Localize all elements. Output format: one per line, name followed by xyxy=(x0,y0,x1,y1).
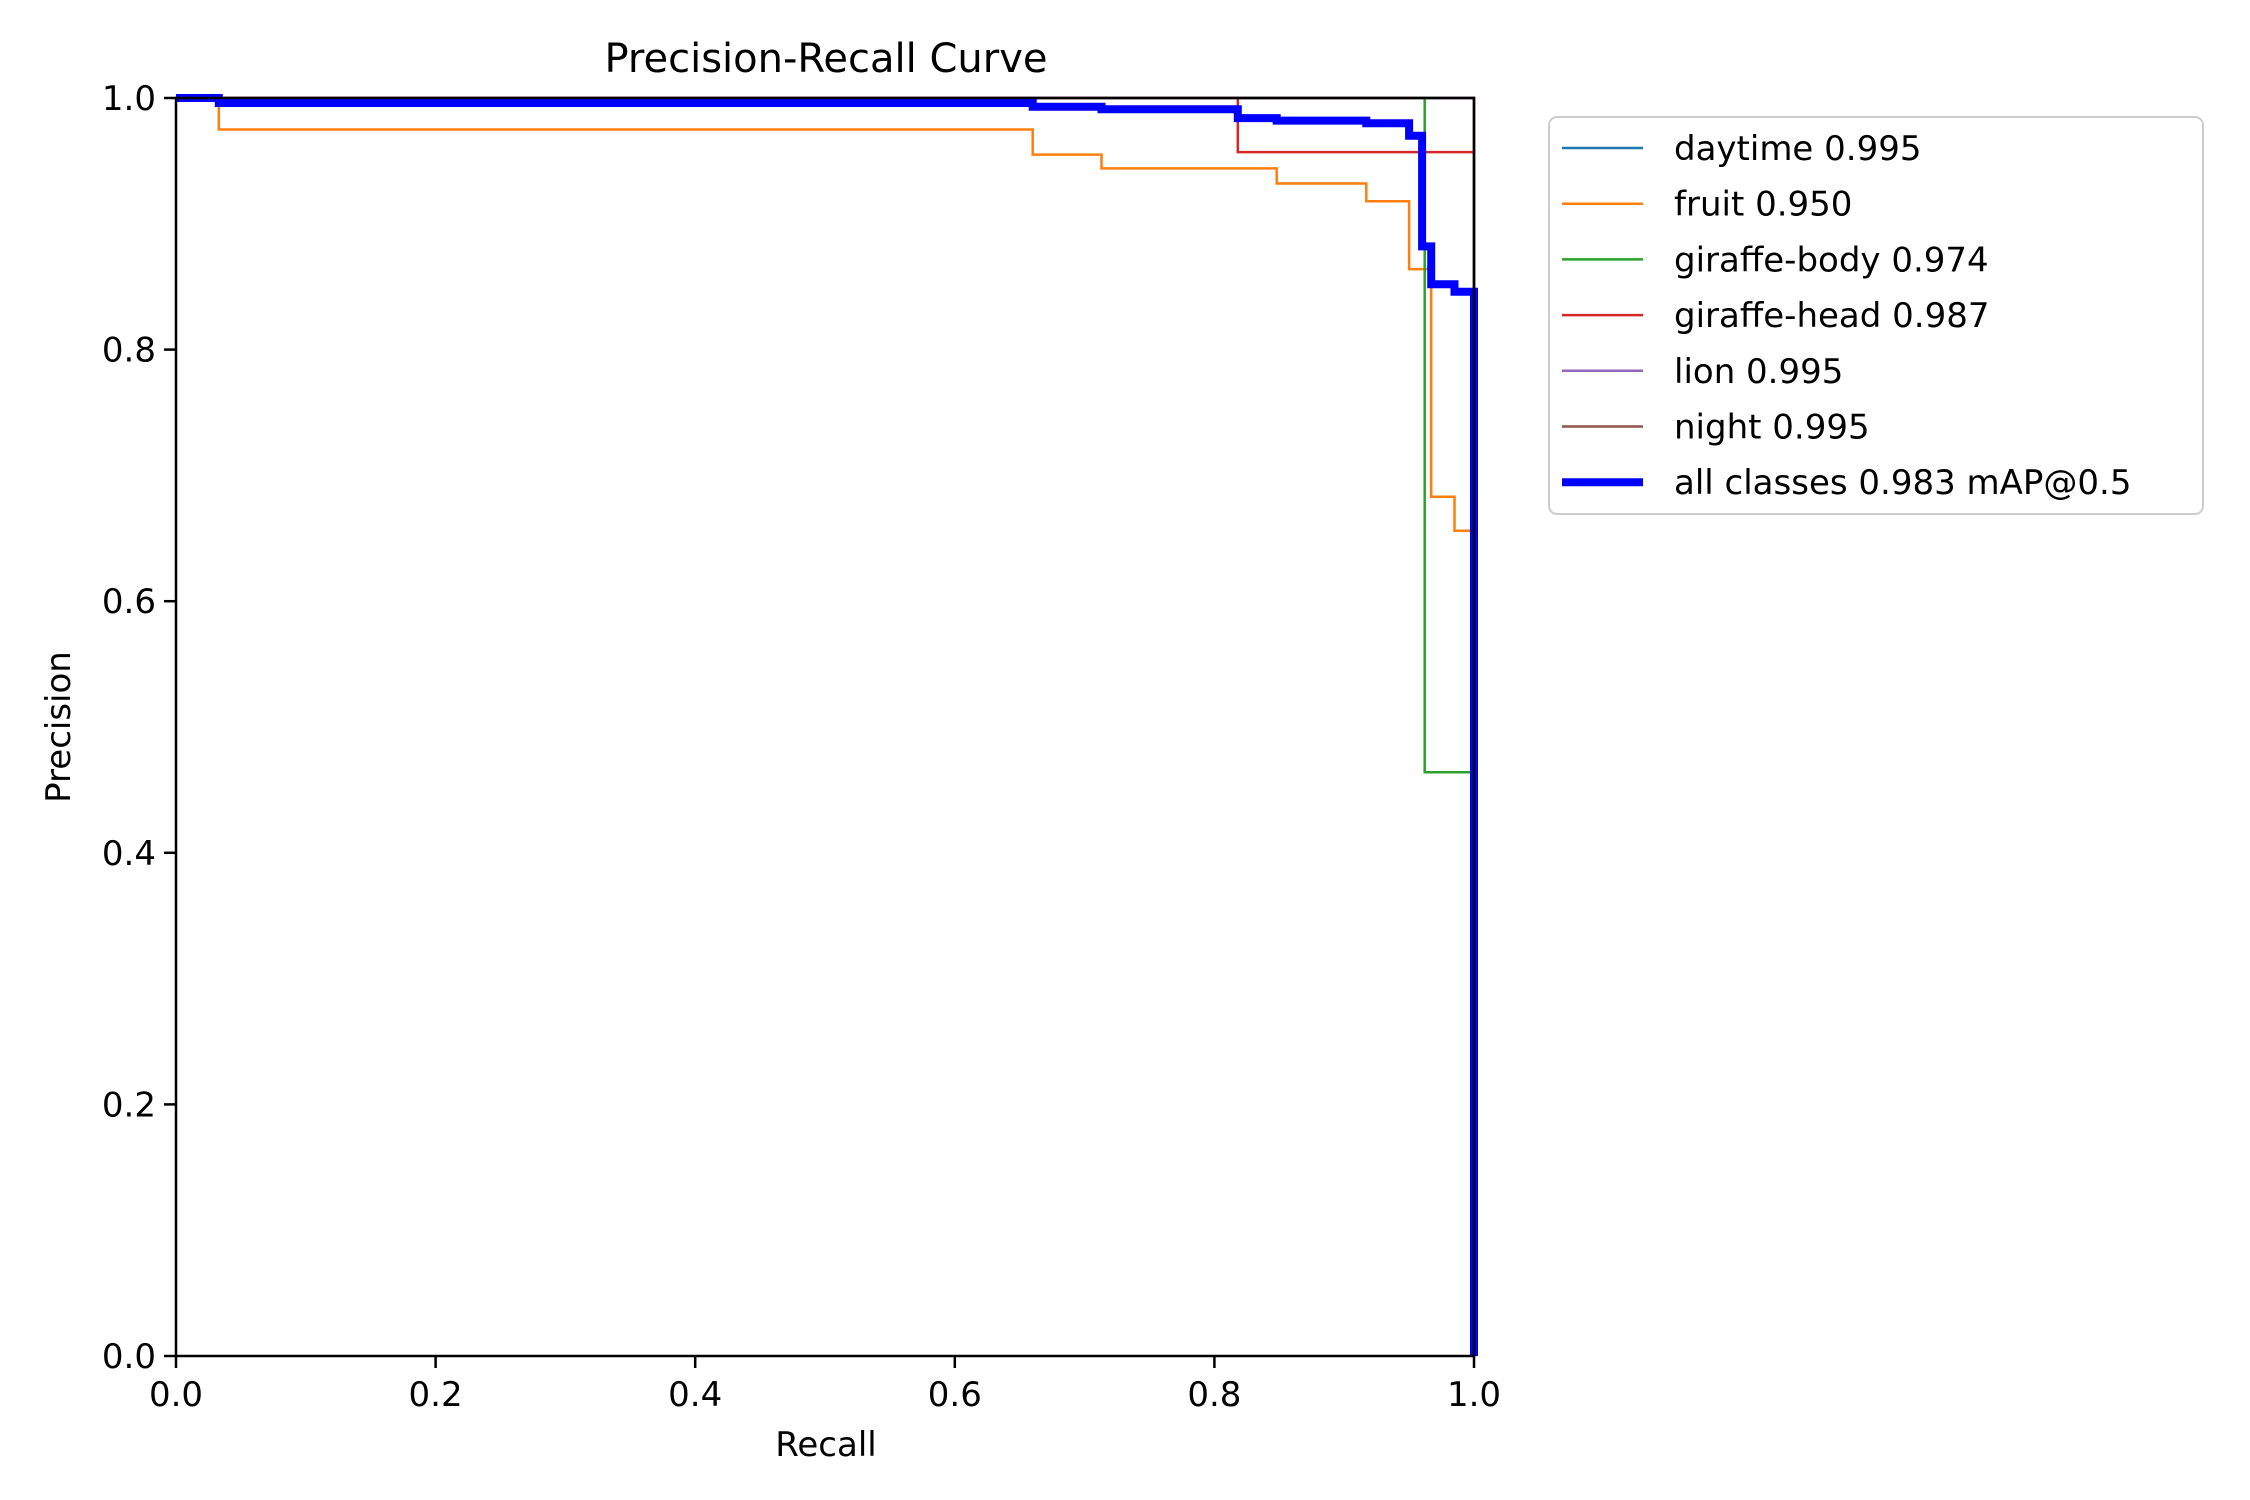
series-line-0 xyxy=(176,96,1476,1356)
legend-label-4: lion 0.995 xyxy=(1674,352,1843,392)
series-layer xyxy=(176,94,1478,1356)
x-tick-label: 0.4 xyxy=(668,1375,722,1415)
plot-frame xyxy=(174,96,1476,1358)
x-tick-label: 0.8 xyxy=(1187,1375,1241,1415)
y-tick-label: 0.6 xyxy=(102,582,156,622)
x-tick-label: 1.0 xyxy=(1447,1375,1501,1415)
series-line-3 xyxy=(176,96,1476,1356)
y-tick-label: 1.0 xyxy=(102,79,156,119)
series-line-1 xyxy=(176,96,1476,1356)
legend-label-2: giraffe-body 0.974 xyxy=(1674,240,1989,280)
y-tick-label: 0.0 xyxy=(102,1337,156,1377)
series-line-4 xyxy=(176,96,1476,1356)
x-tick-label: 0.6 xyxy=(928,1375,982,1415)
legend: daytime 0.995 fruit 0.950 giraffe-body 0.9… xyxy=(1548,116,2204,515)
legend-box xyxy=(1548,116,2204,515)
legend-label-3: giraffe-head 0.987 xyxy=(1674,296,1989,336)
y-axis-label: Precision xyxy=(39,651,79,803)
y-axis: 0.0 0.2 0.4 0.6 0.8 1.0 xyxy=(102,79,176,1377)
x-axis: 0.0 0.2 0.4 0.6 0.8 1.0 xyxy=(149,1356,1501,1415)
legend-label-5: night 0.995 xyxy=(1674,408,1870,448)
legend-label-6: all classes 0.983 mAP@0.5 xyxy=(1674,463,2131,503)
series-line-5 xyxy=(176,96,1476,1356)
y-tick-label: 0.8 xyxy=(102,331,156,371)
legend-items: daytime 0.995 fruit 0.950 giraffe-body 0.9… xyxy=(1562,129,2131,503)
y-tick-label: 0.4 xyxy=(102,834,156,874)
legend-label-1: fruit 0.950 xyxy=(1674,185,1852,225)
x-axis-label: Recall xyxy=(775,1425,876,1465)
chart-title: Precision-Recall Curve xyxy=(605,36,1048,82)
legend-label-0: daytime 0.995 xyxy=(1674,129,1922,169)
y-tick-label: 0.2 xyxy=(102,1085,156,1125)
series-line-2 xyxy=(176,96,1476,1356)
series-line-6 xyxy=(176,94,1478,1356)
x-tick-label: 0.2 xyxy=(409,1375,463,1415)
x-tick-label: 0.0 xyxy=(149,1375,203,1415)
